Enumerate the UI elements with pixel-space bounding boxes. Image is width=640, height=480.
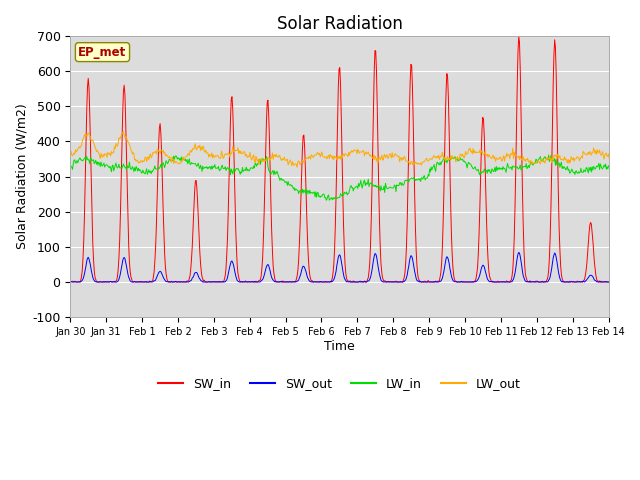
X-axis label: Time: Time — [324, 340, 355, 353]
SW_out — [67, 279, 74, 285]
Line: LW_in: LW_in — [70, 155, 640, 200]
SW_in — [450, 272, 458, 277]
LW_out — [269, 150, 276, 156]
Text: EP_met: EP_met — [78, 46, 127, 59]
SW_in — [134, 278, 142, 284]
LW_out — [419, 160, 426, 166]
LW_in — [450, 156, 458, 161]
Legend: SW_in, SW_out, LW_in, LW_out: SW_in, SW_out, LW_in, LW_out — [154, 372, 525, 396]
LW_out — [134, 160, 142, 166]
SW_out — [449, 277, 457, 283]
LW_out — [67, 151, 74, 156]
LW_in — [134, 168, 141, 174]
Y-axis label: Solar Radiation (W/m2): Solar Radiation (W/m2) — [15, 104, 28, 250]
LW_out — [293, 164, 301, 170]
LW_in — [239, 168, 247, 174]
SW_out — [515, 250, 523, 255]
SW_in — [269, 248, 276, 253]
SW_out — [268, 275, 275, 280]
SW_in — [291, 279, 298, 285]
LW_out — [291, 162, 298, 168]
Title: Solar Radiation: Solar Radiation — [276, 15, 403, 33]
SW_in — [67, 279, 75, 285]
LW_out — [451, 155, 458, 161]
LW_out — [120, 129, 127, 134]
SW_in — [240, 279, 248, 285]
SW_in — [417, 279, 425, 285]
LW_in — [67, 162, 74, 168]
SW_out — [134, 279, 141, 285]
SW_in — [515, 34, 523, 39]
LW_out — [240, 149, 248, 155]
Line: LW_out: LW_out — [70, 132, 640, 167]
LW_in — [417, 175, 425, 180]
LW_in — [289, 186, 297, 192]
Line: SW_in: SW_in — [70, 36, 640, 282]
LW_in — [545, 152, 552, 158]
Line: SW_out: SW_out — [70, 252, 640, 282]
LW_in — [268, 171, 275, 177]
SW_in — [67, 279, 74, 285]
SW_out — [417, 279, 424, 285]
SW_out — [289, 279, 297, 285]
LW_in — [323, 197, 330, 203]
SW_out — [239, 279, 247, 285]
